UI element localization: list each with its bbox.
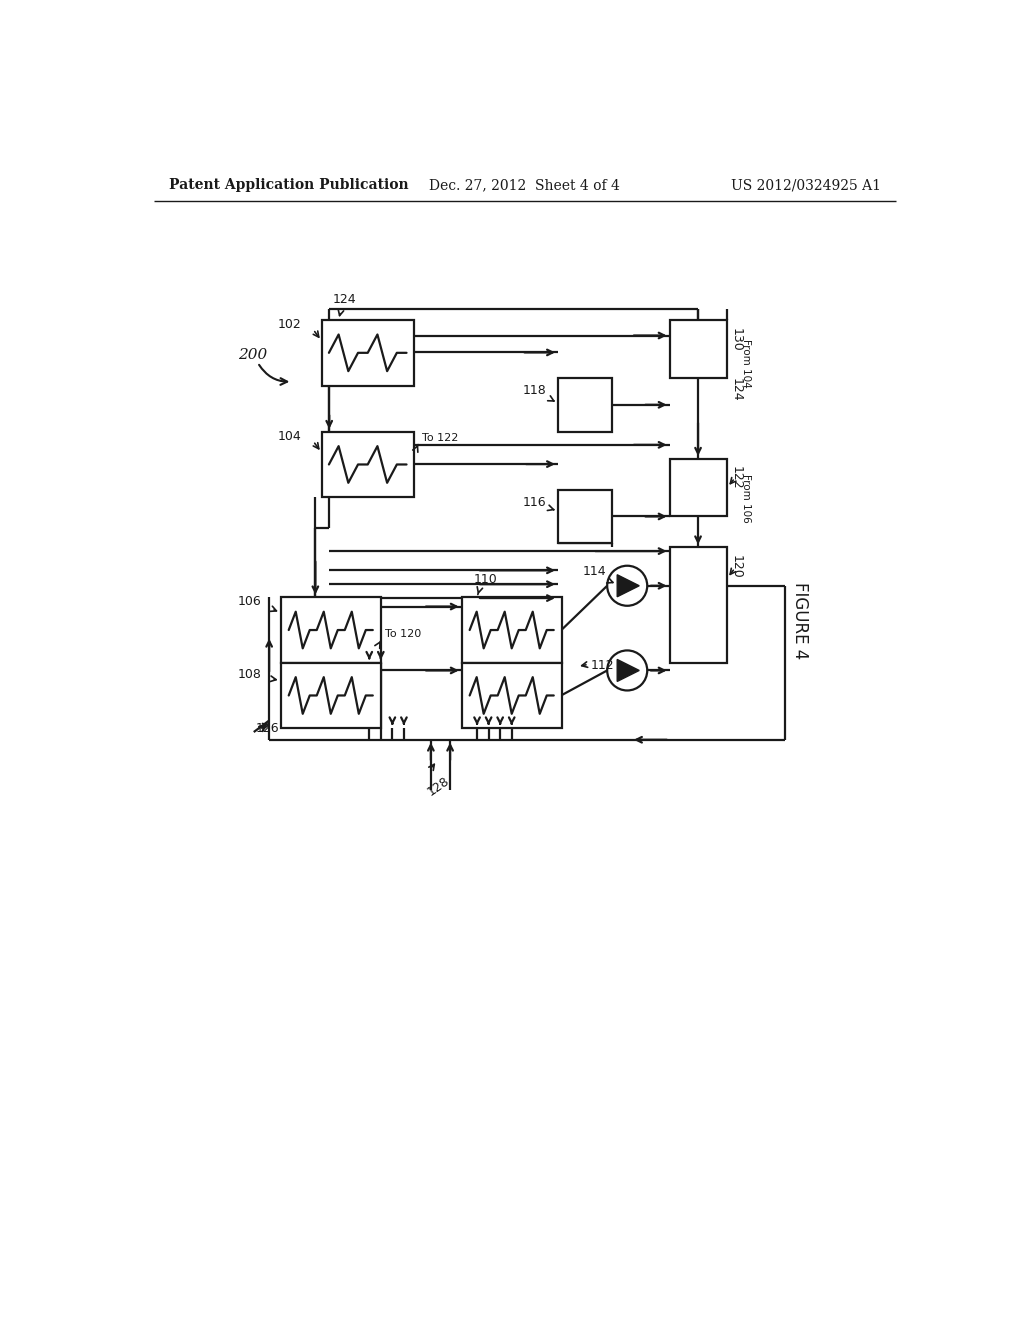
Bar <box>281 597 381 663</box>
Text: 124: 124 <box>333 293 356 306</box>
Text: 106: 106 <box>238 594 261 607</box>
Bar <box>670 548 727 663</box>
Text: 114: 114 <box>583 565 606 578</box>
Text: 102: 102 <box>278 318 301 331</box>
Text: 200: 200 <box>239 347 267 362</box>
Text: 118: 118 <box>522 384 547 397</box>
Bar <box>670 321 727 378</box>
Text: 128: 128 <box>425 775 452 799</box>
Bar <box>558 490 611 544</box>
Text: 126: 126 <box>255 722 279 735</box>
Polygon shape <box>617 660 639 681</box>
Text: To 122: To 122 <box>422 433 458 444</box>
Text: US 2012/0324925 A1: US 2012/0324925 A1 <box>730 178 881 193</box>
Text: FIGURE 4: FIGURE 4 <box>792 582 809 659</box>
Text: Patent Application Publication: Patent Application Publication <box>169 178 409 193</box>
Text: 108: 108 <box>238 668 261 681</box>
Bar <box>462 663 562 729</box>
Polygon shape <box>617 574 639 597</box>
Bar <box>670 459 727 516</box>
Text: 116: 116 <box>522 496 547 510</box>
Bar <box>462 597 562 663</box>
Text: To 120: To 120 <box>385 630 421 639</box>
Text: From 104: From 104 <box>741 339 752 388</box>
Text: 120: 120 <box>730 554 742 578</box>
Text: From 106: From 106 <box>741 474 752 523</box>
Bar <box>281 663 381 729</box>
Text: 110: 110 <box>473 573 497 586</box>
Text: 124: 124 <box>730 378 742 401</box>
Bar <box>558 378 611 432</box>
Text: 104: 104 <box>278 430 301 444</box>
Text: Dec. 27, 2012  Sheet 4 of 4: Dec. 27, 2012 Sheet 4 of 4 <box>429 178 621 193</box>
Text: 112: 112 <box>591 659 614 672</box>
Text: 130: 130 <box>730 327 742 351</box>
Text: 122: 122 <box>730 466 742 490</box>
Bar <box>322 321 414 385</box>
Bar <box>322 432 414 498</box>
